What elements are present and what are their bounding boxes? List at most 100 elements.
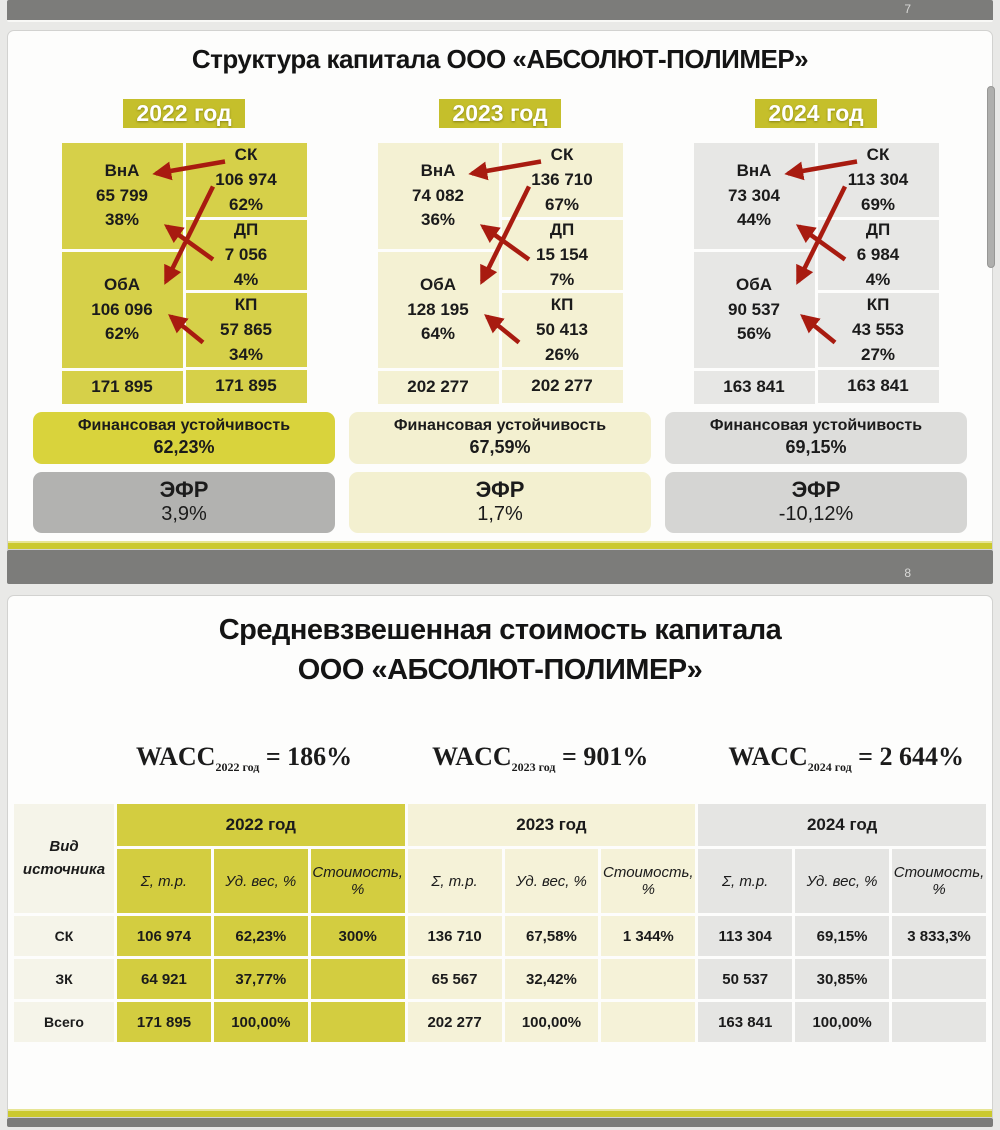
- cell-total-capital: 202 277: [501, 370, 623, 403]
- cell: 65 567: [407, 959, 502, 1000]
- sub-header-weight: Уд. вес, %: [795, 849, 889, 914]
- wacc-label: WACC: [136, 742, 216, 772]
- table-row-zk: ЗК 64 921 37,77% 65 567 32,42% 50 537 30…: [14, 959, 986, 1000]
- cell: 163 841: [698, 1002, 793, 1043]
- financial-stability-value: 69,15%: [785, 437, 847, 457]
- cell-total-assets: 202 277: [377, 371, 499, 404]
- efr-box: ЭФР -10,12%: [665, 472, 967, 534]
- year-header-2024: 2024 год: [698, 804, 986, 847]
- year-chip: 2022 год: [123, 99, 245, 128]
- cell: 202 277: [407, 1002, 502, 1043]
- efr-value: 1,7%: [477, 503, 523, 526]
- slide-footer-stripe: [8, 541, 992, 549]
- sk-value: 113 304: [847, 169, 909, 189]
- dp-pct: 7%: [549, 269, 575, 289]
- wacc-subscript: 2023 год: [511, 760, 556, 775]
- dp-label: ДП: [865, 219, 891, 239]
- page-separator-bar: [7, 1118, 993, 1127]
- balance-diagram: ВнА 73 304 44% ОбА 90 537 56% 163 841: [693, 143, 939, 404]
- cell-sk: СК 136 710 67%: [501, 143, 623, 217]
- year-column-2023: 2023 год ВнА 74 082 36% ОбА 128 195 64% …: [349, 99, 651, 534]
- cell-oba: ОбА 90 537 56%: [693, 252, 815, 368]
- year-chip: 2023 год: [439, 99, 561, 128]
- sk-pct: 62%: [228, 194, 264, 214]
- efr-label: ЭФР: [475, 477, 525, 502]
- dp-pct: 4%: [865, 269, 891, 289]
- vna-pct: 36%: [420, 210, 456, 230]
- table-sub-header-row: Σ, т.р. Уд. вес, % Стоимость, % Σ, т.р. …: [14, 849, 986, 914]
- wacc-value: = 901%: [562, 742, 649, 772]
- oba-value: 128 195: [407, 299, 469, 319]
- sub-header-cost: Стоимость, %: [310, 849, 405, 914]
- page-separator-bar: 8: [7, 550, 993, 584]
- table-row-total: Всего 171 895 100,00% 202 277 100,00% 16…: [14, 1002, 986, 1043]
- financial-stability-label: Финансовая устойчивость: [77, 417, 291, 434]
- balance-diagram: ВнА 65 799 38% ОбА 106 096 62% 171 895: [61, 143, 307, 404]
- vna-pct: 38%: [104, 210, 140, 230]
- cell: [310, 959, 405, 1000]
- vna-label: ВнА: [420, 160, 456, 180]
- year-column-2022: 2022 год ВнА 65 799 38% ОбА 106 096 62% …: [33, 99, 335, 534]
- vna-value: 65 799: [96, 185, 148, 205]
- assets-column: ВнА 65 799 38% ОбА 106 096 62% 171 895: [61, 143, 183, 404]
- efr-value: -10,12%: [778, 503, 854, 526]
- cell: 100,00%: [795, 1002, 889, 1043]
- wacc-label: WACC: [432, 742, 512, 772]
- cell-sk: СК 106 974 62%: [185, 143, 307, 217]
- cell-dp: ДП 7 056 4%: [185, 220, 307, 290]
- efr-box: ЭФР 3,9%: [33, 472, 335, 534]
- oba-pct: 56%: [736, 324, 772, 344]
- capital-column: СК 106 974 62% ДП 7 056 4% КП 57 865 34%: [185, 143, 307, 404]
- financial-stability-label: Финансовая устойчивость: [709, 417, 923, 434]
- cell: [310, 1002, 405, 1043]
- sub-header-cost: Стоимость, %: [601, 849, 696, 914]
- efr-label: ЭФР: [159, 477, 209, 502]
- cell: [601, 1002, 696, 1043]
- cell-vna: ВнА 73 304 44%: [693, 143, 815, 249]
- cell: [601, 959, 696, 1000]
- corner-header: Вид источника: [14, 804, 114, 914]
- capital-column: СК 113 304 69% ДП 6 984 4% КП 43 553 27%: [817, 143, 939, 404]
- cell-kp: КП 57 865 34%: [185, 293, 307, 367]
- cell: 69,15%: [795, 916, 889, 957]
- scrollbar-thumb[interactable]: [987, 86, 995, 268]
- cell: 171 895: [117, 1002, 211, 1043]
- row-name: ЗК: [14, 959, 114, 1000]
- cell: 300%: [310, 916, 405, 957]
- cell: 64 921: [117, 959, 211, 1000]
- efr-label: ЭФР: [791, 477, 841, 502]
- financial-stability-box: Финансовая устойчивость 67,59%: [349, 412, 651, 464]
- oba-label: ОбА: [103, 274, 140, 294]
- sk-label: СК: [866, 144, 890, 164]
- row-name: СК: [14, 916, 114, 957]
- sk-label: СК: [234, 144, 258, 164]
- vna-pct: 44%: [736, 210, 772, 230]
- wacc-formula-2024: WACC2024 год = 2 644%: [728, 742, 964, 775]
- cell-oba: ОбА 128 195 64%: [377, 252, 499, 368]
- cell: 106 974: [117, 916, 211, 957]
- assets-column: ВнА 73 304 44% ОбА 90 537 56% 163 841: [693, 143, 815, 404]
- slide-footer-stripe: [8, 1109, 992, 1117]
- slide-title: Средневзвешенная стоимость капитала ООО …: [8, 596, 992, 690]
- kp-label: КП: [550, 294, 574, 314]
- wacc-formula-2023: WACC2023 год = 901%: [432, 742, 648, 775]
- total-capital-value: 163 841: [847, 376, 909, 395]
- kp-value: 50 413: [536, 319, 588, 339]
- sub-header-sum: Σ, т.р.: [698, 849, 793, 914]
- capital-column: СК 136 710 67% ДП 15 154 7% КП 50 413 26…: [501, 143, 623, 404]
- wacc-value: = 186%: [265, 742, 353, 772]
- wacc-formula-2022: WACC2022 год = 186%: [136, 742, 352, 775]
- cell: 50 537: [698, 959, 793, 1000]
- cell-total-assets: 171 895: [61, 371, 183, 404]
- assets-column: ВнА 74 082 36% ОбА 128 195 64% 202 277: [377, 143, 499, 404]
- sk-value: 106 974: [215, 169, 277, 189]
- wacc-table: Вид источника 2022 год 2023 год 2024 год…: [11, 801, 989, 1045]
- sub-header-weight: Уд. вес, %: [213, 849, 308, 914]
- total-assets-value: 202 277: [407, 377, 469, 396]
- cell: [892, 959, 986, 1000]
- kp-label: КП: [234, 294, 258, 314]
- financial-stability-label: Финансовая устойчивость: [393, 417, 607, 434]
- cell: 32,42%: [504, 959, 599, 1000]
- year-column-2024: 2024 год ВнА 73 304 44% ОбА 90 537 56% 1…: [665, 99, 967, 534]
- sub-header-sum: Σ, т.р.: [407, 849, 502, 914]
